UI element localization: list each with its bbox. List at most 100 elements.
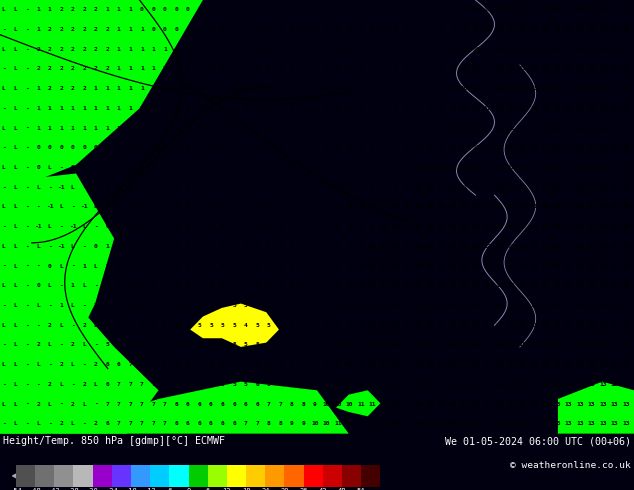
Text: 7: 7	[152, 362, 155, 367]
Text: 11: 11	[553, 165, 560, 170]
Text: 7: 7	[394, 7, 398, 12]
Text: 12: 12	[495, 421, 503, 426]
Text: 13: 13	[426, 283, 434, 288]
Text: 1: 1	[94, 86, 98, 91]
Text: 6: 6	[405, 86, 409, 91]
Text: 13: 13	[564, 106, 572, 111]
Text: 8: 8	[313, 362, 316, 367]
Text: 13: 13	[576, 47, 583, 52]
Text: 6: 6	[232, 106, 236, 111]
Text: 2: 2	[128, 244, 132, 249]
Text: 2: 2	[82, 382, 86, 387]
Text: 10: 10	[311, 421, 318, 426]
Text: 1: 1	[36, 125, 40, 131]
Text: 0: 0	[71, 146, 75, 150]
Text: 6: 6	[105, 362, 109, 367]
Text: 12: 12	[519, 125, 526, 131]
Text: 0: 0	[163, 27, 167, 32]
Text: 7: 7	[301, 362, 305, 367]
Text: We 01-05-2024 06:00 UTC (00+06): We 01-05-2024 06:00 UTC (00+06)	[445, 437, 631, 446]
Text: 11: 11	[461, 146, 469, 150]
Text: 4: 4	[232, 47, 236, 52]
Text: -: -	[1, 421, 5, 426]
Text: 9: 9	[370, 224, 374, 229]
Text: 5: 5	[267, 27, 271, 32]
Text: 6: 6	[255, 382, 259, 387]
Text: -: -	[71, 382, 75, 387]
Text: 12: 12	[484, 303, 491, 308]
Text: 11: 11	[368, 343, 376, 347]
Text: 1: 1	[186, 47, 190, 52]
Text: 9: 9	[313, 402, 316, 407]
Text: 9: 9	[301, 421, 305, 426]
Text: 4: 4	[163, 204, 167, 209]
Text: 2: 2	[36, 343, 40, 347]
Text: 5: 5	[290, 303, 294, 308]
Text: 8: 8	[359, 204, 363, 209]
Text: 7: 7	[370, 7, 374, 12]
Text: -: -	[1, 185, 5, 190]
Text: 4: 4	[163, 185, 167, 190]
Text: 13: 13	[507, 362, 514, 367]
Text: 13: 13	[415, 303, 422, 308]
Text: 7: 7	[405, 125, 409, 131]
Text: 13: 13	[622, 244, 630, 249]
Text: 1: 1	[71, 125, 75, 131]
Bar	[227, 465, 246, 487]
Text: 6: 6	[243, 402, 247, 407]
Text: 13: 13	[611, 382, 618, 387]
Text: 13: 13	[588, 323, 595, 328]
Text: 5: 5	[152, 303, 155, 308]
Text: 13: 13	[553, 421, 560, 426]
Text: 12: 12	[484, 244, 491, 249]
Polygon shape	[0, 173, 114, 434]
Text: 11: 11	[437, 382, 445, 387]
Text: -: -	[59, 402, 63, 407]
Text: 1: 1	[198, 27, 202, 32]
Text: 11: 11	[507, 224, 514, 229]
Text: 1: 1	[59, 125, 63, 131]
Text: 11: 11	[450, 165, 456, 170]
Text: 5: 5	[186, 244, 190, 249]
Text: 3: 3	[255, 7, 259, 12]
Text: 5: 5	[278, 47, 282, 52]
Text: L: L	[13, 7, 17, 12]
Text: 13: 13	[530, 382, 538, 387]
Text: 7: 7	[325, 264, 328, 269]
Text: 13: 13	[450, 303, 456, 308]
Text: 1: 1	[209, 7, 213, 12]
Text: 13: 13	[611, 224, 618, 229]
Text: -12: -12	[144, 489, 157, 490]
Text: 7: 7	[359, 185, 363, 190]
Text: -: -	[48, 303, 51, 308]
Text: 1: 1	[105, 7, 109, 12]
Text: 4: 4	[232, 67, 236, 72]
Text: 6: 6	[325, 47, 328, 52]
Text: -: -	[82, 244, 86, 249]
Text: 12: 12	[622, 47, 630, 52]
Text: 11: 11	[415, 362, 422, 367]
Text: 7: 7	[278, 204, 282, 209]
Text: 11: 11	[564, 224, 572, 229]
Text: 13: 13	[564, 7, 572, 12]
Text: 6: 6	[336, 125, 340, 131]
Text: 6: 6	[313, 106, 316, 111]
Text: 4: 4	[255, 27, 259, 32]
Text: 11: 11	[507, 244, 514, 249]
Text: 10: 10	[346, 402, 353, 407]
Text: 13: 13	[611, 343, 618, 347]
Text: 13: 13	[437, 244, 445, 249]
Text: 8: 8	[336, 224, 340, 229]
Text: L: L	[13, 343, 17, 347]
Text: 11: 11	[415, 204, 422, 209]
Text: 13: 13	[599, 106, 607, 111]
Text: 6: 6	[290, 343, 294, 347]
Text: 6: 6	[301, 264, 305, 269]
Text: 6: 6	[278, 86, 282, 91]
Text: 11: 11	[553, 185, 560, 190]
Text: 1: 1	[117, 165, 120, 170]
Text: 8: 8	[382, 185, 385, 190]
Text: 5: 5	[278, 27, 282, 32]
Text: 10: 10	[415, 402, 422, 407]
Text: 13: 13	[519, 27, 526, 32]
